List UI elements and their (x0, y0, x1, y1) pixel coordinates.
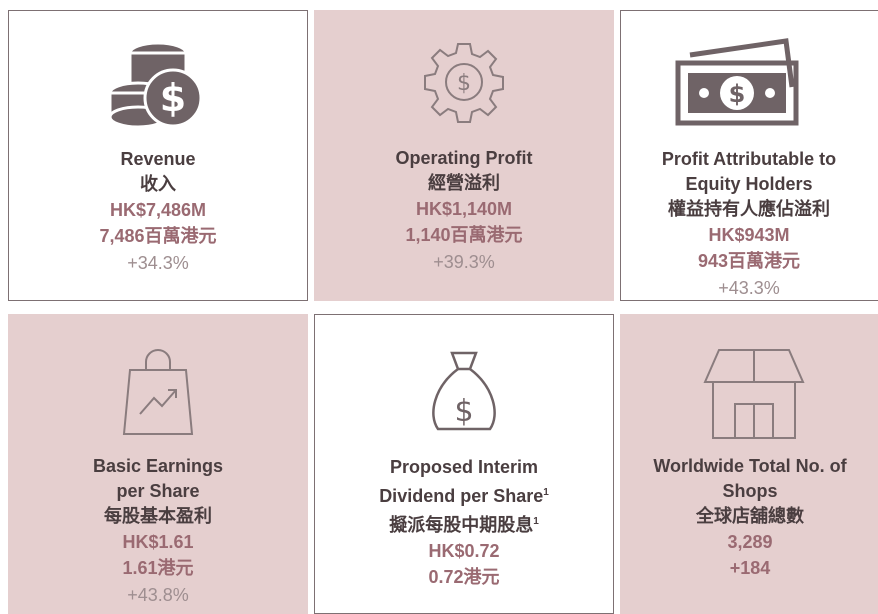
tile-value: 7,486百萬港元 (99, 226, 217, 246)
tile-text: Operating Profit 經營溢利 HK$1,140M 1,140百萬港元 +3… (314, 146, 614, 276)
tile-title-zh: 經營溢利 (314, 171, 614, 196)
tile-title-text: Shops (722, 481, 778, 501)
tile-change: +39.3% (433, 252, 495, 272)
tile-title-text: Proposed Interim (389, 457, 539, 477)
tile-title: Operating Profit (314, 146, 614, 171)
tile-text: Basic Earnings per Share 每股基本盈利 HK$1.61 1.61… (8, 454, 308, 609)
banknote-icon: $ (675, 38, 799, 126)
tile-title-text: Dividend per Share (379, 486, 544, 506)
tile: Basic Earnings per Share 每股基本盈利 HK$1.61 1.61… (8, 314, 308, 614)
tile-title-zh-text: 全球店舖總數 (696, 506, 804, 526)
svg-text:$: $ (160, 76, 186, 120)
footnote-mark: 1 (533, 516, 539, 527)
tile-title: Shops (620, 479, 878, 504)
tile: $ Operating Profit 經營溢利 HK$1,140M 1,140百萬港元… (314, 10, 614, 301)
gear-icon: $ (424, 43, 504, 123)
money-bag-icon: $ (432, 351, 496, 431)
footnote-mark: 1 (543, 487, 549, 498)
tile-title: Revenue (9, 147, 307, 172)
tile-title-zh: 全球店舖總數 (620, 504, 878, 529)
tile-change: +43.8% (127, 585, 189, 605)
tile-text: Proposed Interim Dividend per Share1 擬派每股中… (315, 455, 613, 590)
tile-title-text: Revenue (120, 149, 196, 169)
tile-text: Revenue 收入 HK$7,486M 7,486百萬港元 +34.3% (9, 147, 307, 277)
tile-title-zh-text: 擬派每股中期股息 (389, 515, 534, 535)
tile-value: +184 (729, 558, 771, 578)
tile-text: Profit Attributable to Equity Holders 權益持有… (621, 147, 877, 300)
tile-change: +34.3% (127, 253, 189, 273)
tile-title-zh: 每股基本盈利 (8, 504, 308, 529)
tile-title: Basic Earnings (8, 454, 308, 479)
tile-title-zh: 擬派每股中期股息1 (315, 509, 613, 538)
tile-value: 1.61港元 (122, 558, 194, 578)
tile-title-zh-text: 收入 (140, 174, 176, 194)
tile-text: Worldwide Total No. of Shops 全球店舖總數 3,289 +1… (620, 454, 878, 581)
tile-title: per Share (8, 479, 308, 504)
svg-text:$: $ (454, 394, 473, 429)
tile-value: 943百萬港元 (697, 251, 801, 271)
tile-value: 1,140百萬港元 (405, 225, 523, 245)
tile-title: Equity Holders (621, 172, 877, 197)
tile-title-text: Equity Holders (685, 174, 813, 194)
tile-title-zh-text: 權益持有人應佔溢利 (668, 199, 830, 219)
tile: $ Profit Attributable to Equity Holders 權益… (620, 10, 878, 301)
svg-text:$: $ (457, 71, 471, 96)
tile-title-text: Worldwide Total No. of (653, 456, 847, 476)
tile-title: Proposed Interim (315, 455, 613, 480)
tile-value: HK$7,486M (109, 200, 207, 220)
tile-title-text: per Share (116, 481, 200, 501)
coins-icon: $ (108, 41, 203, 129)
tile-value: HK$1,140M (415, 199, 513, 219)
tile-title-text: Profit Attributable to (661, 149, 837, 169)
tile-title: Dividend per Share1 (315, 480, 613, 509)
tile-title-text: Basic Earnings (92, 456, 224, 476)
tile-title-zh-text: 經營溢利 (428, 173, 500, 193)
tile-title-zh: 權益持有人應佔溢利 (621, 197, 877, 222)
tile-value: HK$0.72 (428, 541, 500, 561)
tile-value: HK$1.61 (122, 532, 194, 552)
tile: $ Proposed Interim Dividend per Share1 擬派每… (314, 314, 614, 614)
tile-title: Profit Attributable to (621, 147, 877, 172)
tile-change: +43.3% (718, 278, 780, 298)
tile-value: 0.72港元 (428, 567, 500, 587)
tile-title-zh-text: 每股基本盈利 (104, 506, 212, 526)
tile-title-zh: 收入 (9, 172, 307, 197)
tile-value: HK$943M (708, 225, 790, 245)
svg-text:$: $ (729, 80, 746, 108)
tile-title: Worldwide Total No. of (620, 454, 878, 479)
bag-icon (122, 349, 194, 435)
tile-title-text: Operating Profit (395, 148, 533, 168)
tile: Worldwide Total No. of Shops 全球店舖總數 3,289 +1… (620, 314, 878, 614)
tile-value: 3,289 (727, 532, 773, 552)
shop-icon (703, 349, 805, 439)
tile: $ Revenue 收入 HK$7,486M 7,486百萬港元 +34.3% (8, 10, 308, 301)
